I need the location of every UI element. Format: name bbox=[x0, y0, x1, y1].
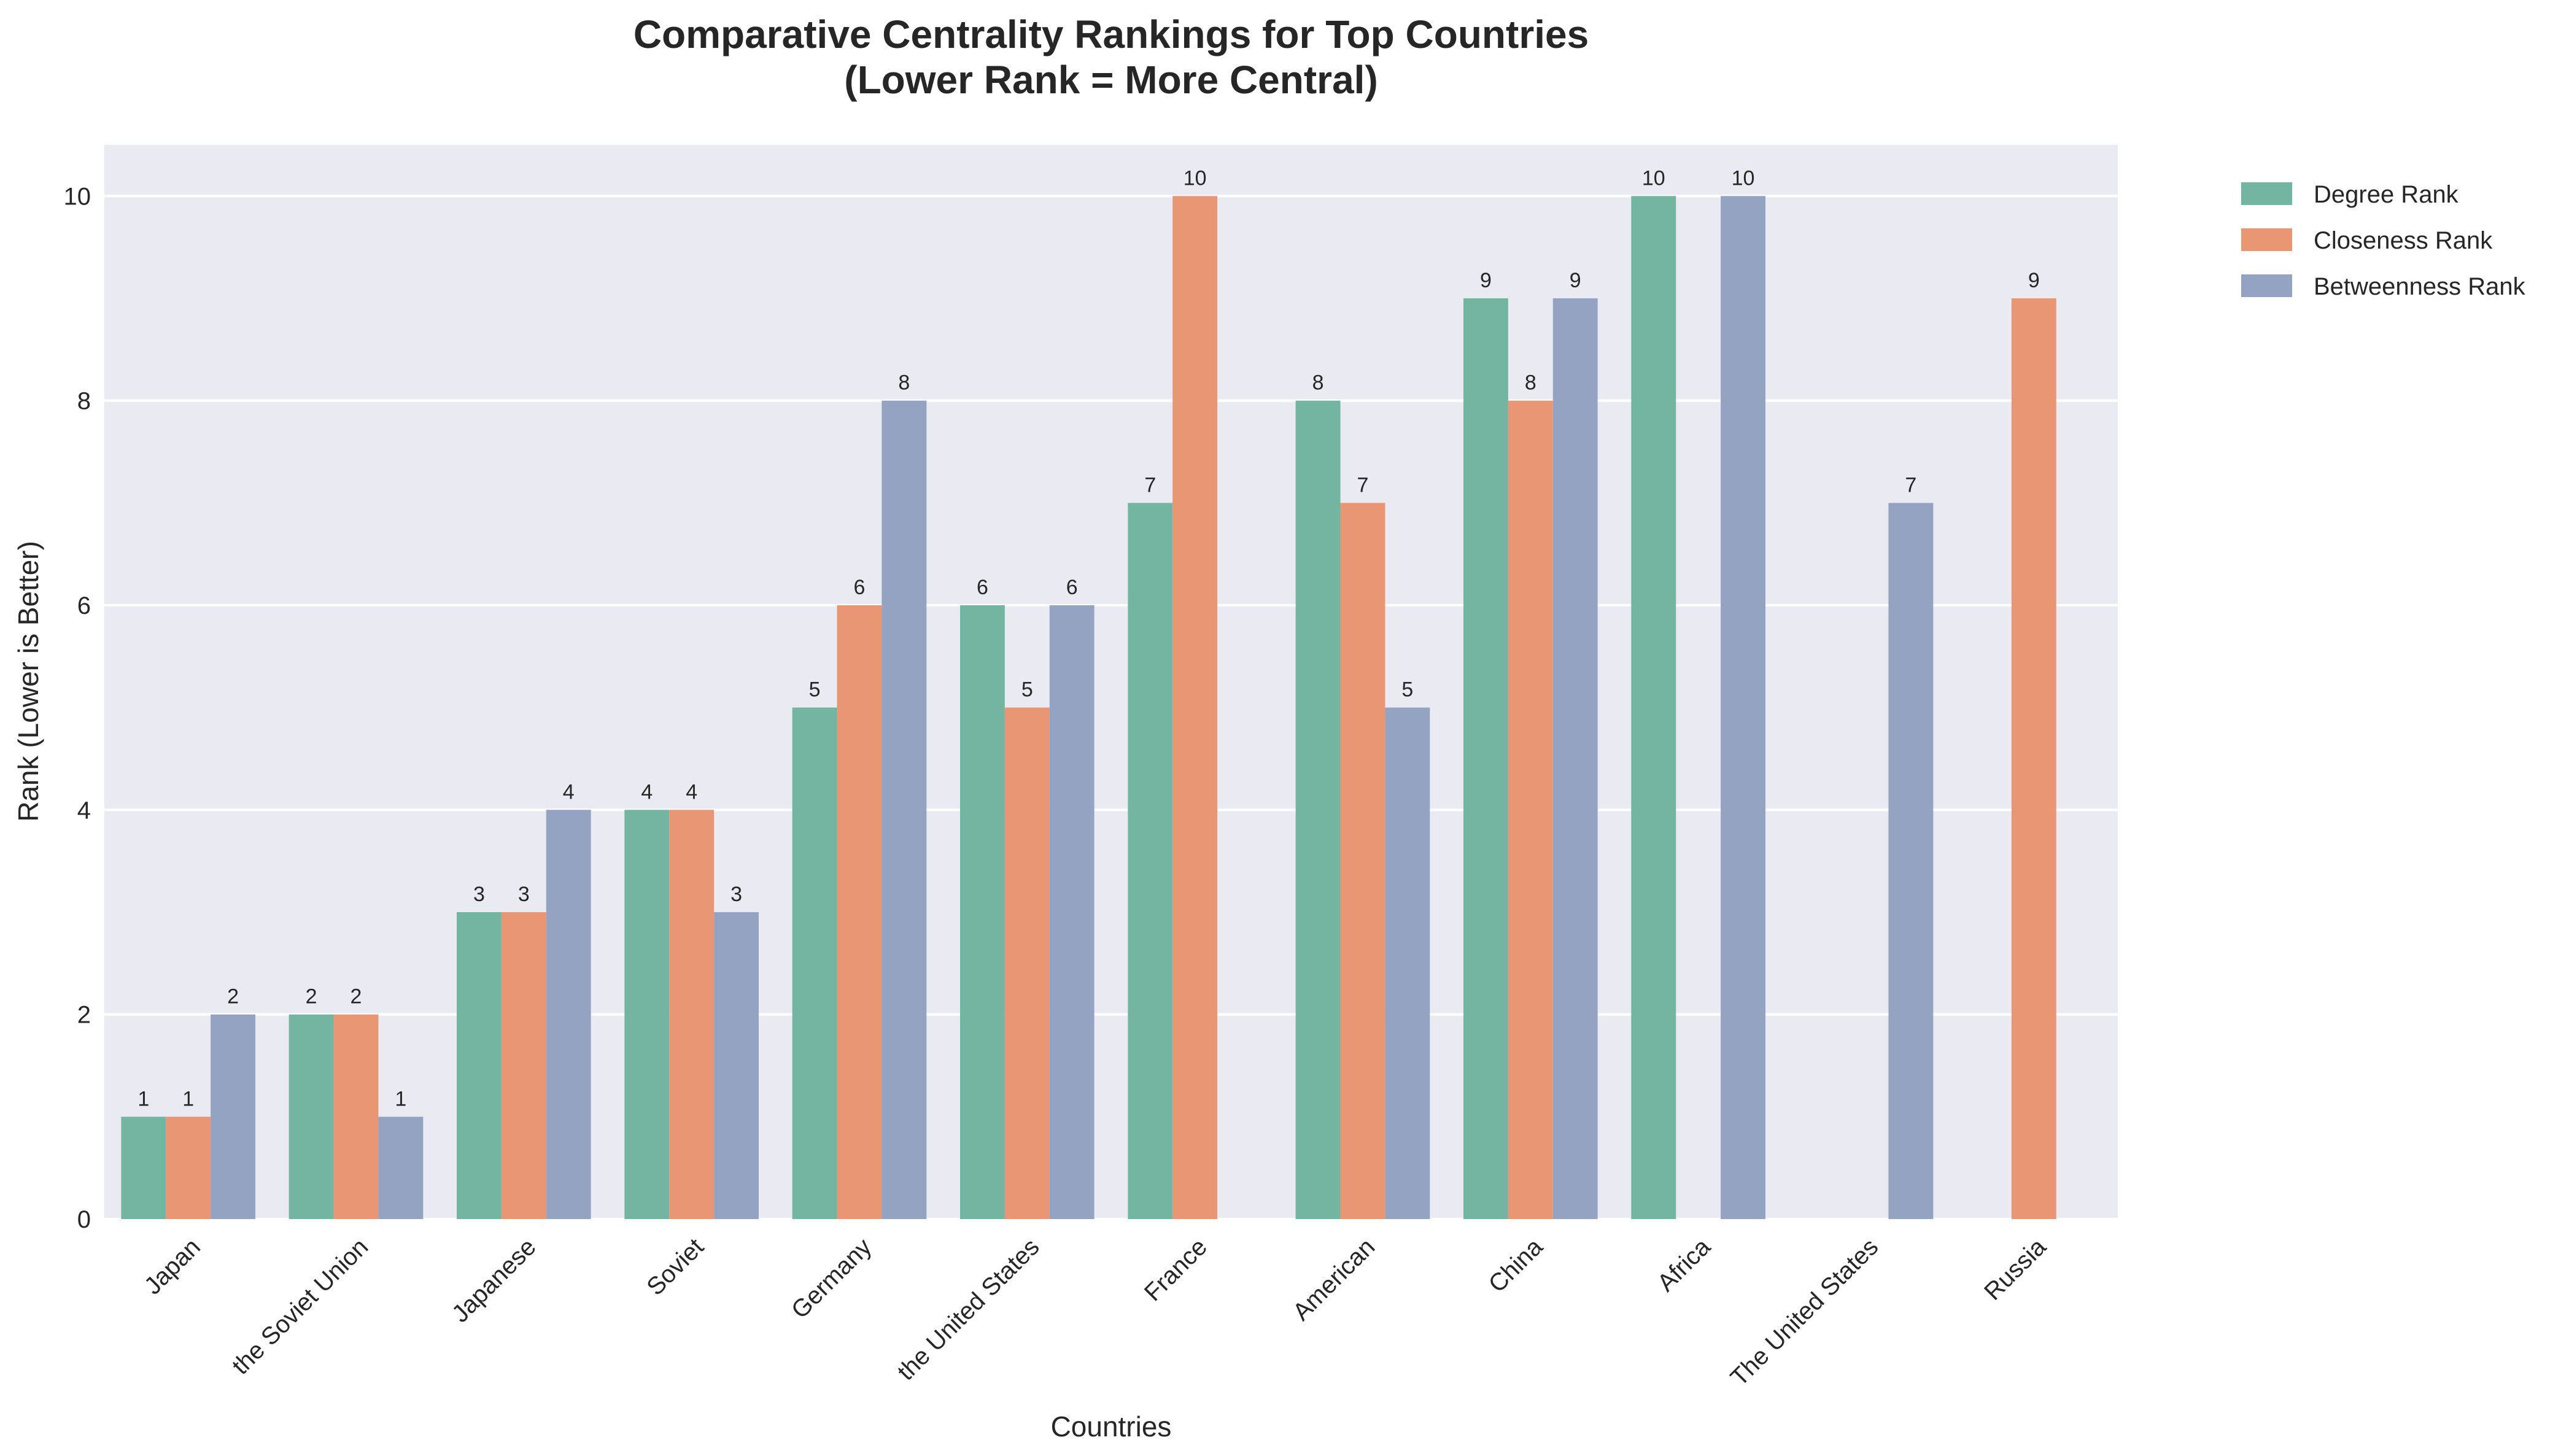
bar-closeness-rank bbox=[1004, 707, 1050, 1219]
y-tick-label: 2 bbox=[77, 1002, 91, 1029]
gridlines bbox=[104, 195, 2118, 1220]
y-tick-label: 10 bbox=[64, 183, 91, 210]
bar-value-label: 1 bbox=[138, 1087, 149, 1110]
bar-degree-rank bbox=[457, 912, 502, 1219]
y-tick-label: 4 bbox=[77, 797, 91, 824]
x-tick-label: the United States bbox=[893, 1233, 1045, 1385]
y-tick-label: 8 bbox=[77, 388, 91, 415]
bar-betweenness-rank bbox=[1888, 503, 1934, 1220]
bar-closeness-rank bbox=[837, 605, 882, 1219]
bar-value-label: 7 bbox=[1144, 473, 1156, 497]
bar-value-label: 7 bbox=[1357, 473, 1369, 497]
bar-closeness-rank bbox=[2011, 298, 2056, 1219]
bar-degree-rank bbox=[792, 707, 837, 1219]
y-axis-label: Rank (Lower is Better) bbox=[12, 541, 44, 822]
bar-betweenness-rank bbox=[211, 1014, 255, 1219]
bar-betweenness-rank bbox=[546, 810, 591, 1219]
x-tick-label: Soviet bbox=[641, 1233, 709, 1301]
bar-closeness-rank bbox=[501, 912, 546, 1219]
chart-title: Comparative Centrality Rankings for Top … bbox=[633, 12, 1589, 56]
bar-closeness-rank bbox=[1508, 400, 1553, 1219]
bar-value-label: 4 bbox=[563, 780, 575, 804]
x-tick-label: American bbox=[1288, 1233, 1381, 1326]
bar-value-label: 9 bbox=[2028, 269, 2040, 292]
bar-value-label: 4 bbox=[641, 780, 653, 804]
bar-value-label: 8 bbox=[898, 371, 910, 395]
chart-subtitle: (Lower Rank = More Central) bbox=[844, 58, 1378, 102]
x-tick-label: China bbox=[1484, 1233, 1549, 1298]
bar-value-label: 6 bbox=[1066, 576, 1078, 599]
x-axis-label: Countries bbox=[1051, 1411, 1172, 1442]
legend-swatch bbox=[2241, 182, 2292, 205]
bar-degree-rank bbox=[1128, 503, 1173, 1220]
bar-value-label: 4 bbox=[686, 780, 697, 804]
bar-degree-rank bbox=[289, 1014, 334, 1219]
bar-value-label: 2 bbox=[351, 985, 362, 1009]
bar-value-label: 1 bbox=[395, 1087, 406, 1110]
x-tick-label: Germany bbox=[786, 1233, 877, 1323]
bar-betweenness-rank bbox=[881, 400, 927, 1219]
bar-value-labels: 1 2 3 4 5 6 7 8 9 10 1 2 3 4 6 5 10 7 8 9 2 1 4 3 8 6 5 9 10 7 bbox=[138, 166, 2039, 1110]
bar-betweenness-rank bbox=[378, 1117, 424, 1219]
bar-value-label: 10 bbox=[1184, 166, 1207, 190]
legend-swatch bbox=[2241, 228, 2292, 251]
bar-degree-rank bbox=[624, 810, 670, 1219]
bar-value-label: 9 bbox=[1480, 269, 1492, 292]
bar-value-label: 2 bbox=[306, 985, 317, 1009]
bar-value-label: 3 bbox=[473, 883, 485, 906]
bar-value-label: 3 bbox=[518, 883, 530, 906]
x-tick-label: The United States bbox=[1726, 1233, 1884, 1392]
x-tick-label: Russia bbox=[1979, 1233, 2052, 1306]
bar-betweenness-rank bbox=[1721, 196, 1765, 1219]
bar-closeness-rank bbox=[1172, 196, 1218, 1219]
x-tick-label: Africa bbox=[1652, 1233, 1716, 1297]
bar-degree-rank bbox=[1631, 196, 1676, 1219]
bar-value-label: 2 bbox=[227, 985, 239, 1009]
bar-value-label: 6 bbox=[977, 576, 988, 599]
bar-closeness-rank bbox=[1340, 503, 1385, 1220]
bar-value-label: 8 bbox=[1525, 371, 1536, 395]
bar-degree-rank bbox=[121, 1117, 166, 1219]
bar-value-label: 3 bbox=[730, 883, 742, 906]
bar-degree-rank bbox=[960, 605, 1005, 1219]
bar-value-label: 9 bbox=[1570, 269, 1581, 292]
bar-value-label: 10 bbox=[1732, 166, 1755, 190]
legend-label: Betweenness Rank bbox=[2314, 273, 2526, 300]
x-tick-label: France bbox=[1139, 1233, 1212, 1306]
bar-closeness-rank bbox=[166, 1117, 211, 1219]
bar-degree-rank bbox=[1295, 400, 1341, 1219]
bar-betweenness-rank bbox=[1049, 605, 1095, 1219]
y-tick-label: 6 bbox=[77, 592, 91, 619]
x-tick-label: Japanese bbox=[447, 1233, 541, 1328]
bar-degree-rank bbox=[1463, 298, 1508, 1219]
y-tick-labels: 0 2 4 6 8 10 bbox=[64, 183, 91, 1233]
bar-value-label: 8 bbox=[1312, 371, 1324, 395]
bar-value-label: 5 bbox=[1021, 678, 1033, 702]
bar-betweenness-rank bbox=[1552, 298, 1598, 1219]
bar-value-label: 5 bbox=[1401, 678, 1413, 702]
bars bbox=[121, 196, 2056, 1220]
bar-value-label: 1 bbox=[182, 1087, 194, 1110]
bar-value-label: 7 bbox=[1905, 473, 1916, 497]
bar-betweenness-rank bbox=[714, 912, 759, 1219]
x-tick-label: Japan bbox=[139, 1233, 206, 1299]
legend-swatch bbox=[2241, 274, 2292, 297]
legend-label: Closeness Rank bbox=[2314, 227, 2493, 254]
x-tick-labels: Japan the Soviet Union Japanese Soviet Germa… bbox=[139, 1233, 2052, 1392]
bar-value-label: 10 bbox=[1642, 166, 1665, 190]
bar-value-label: 6 bbox=[854, 576, 866, 599]
bar-value-label: 5 bbox=[809, 678, 821, 702]
bar-betweenness-rank bbox=[1385, 707, 1430, 1219]
bar-closeness-rank bbox=[333, 1014, 379, 1219]
legend: Degree Rank Closeness Rank Betweenness Ran… bbox=[2241, 181, 2526, 300]
x-tick-label: the Soviet Union bbox=[227, 1233, 374, 1380]
y-tick-label: 0 bbox=[77, 1206, 91, 1233]
legend-label: Degree Rank bbox=[2314, 181, 2459, 208]
plot-area bbox=[104, 145, 2118, 1219]
bar-closeness-rank bbox=[669, 810, 715, 1219]
